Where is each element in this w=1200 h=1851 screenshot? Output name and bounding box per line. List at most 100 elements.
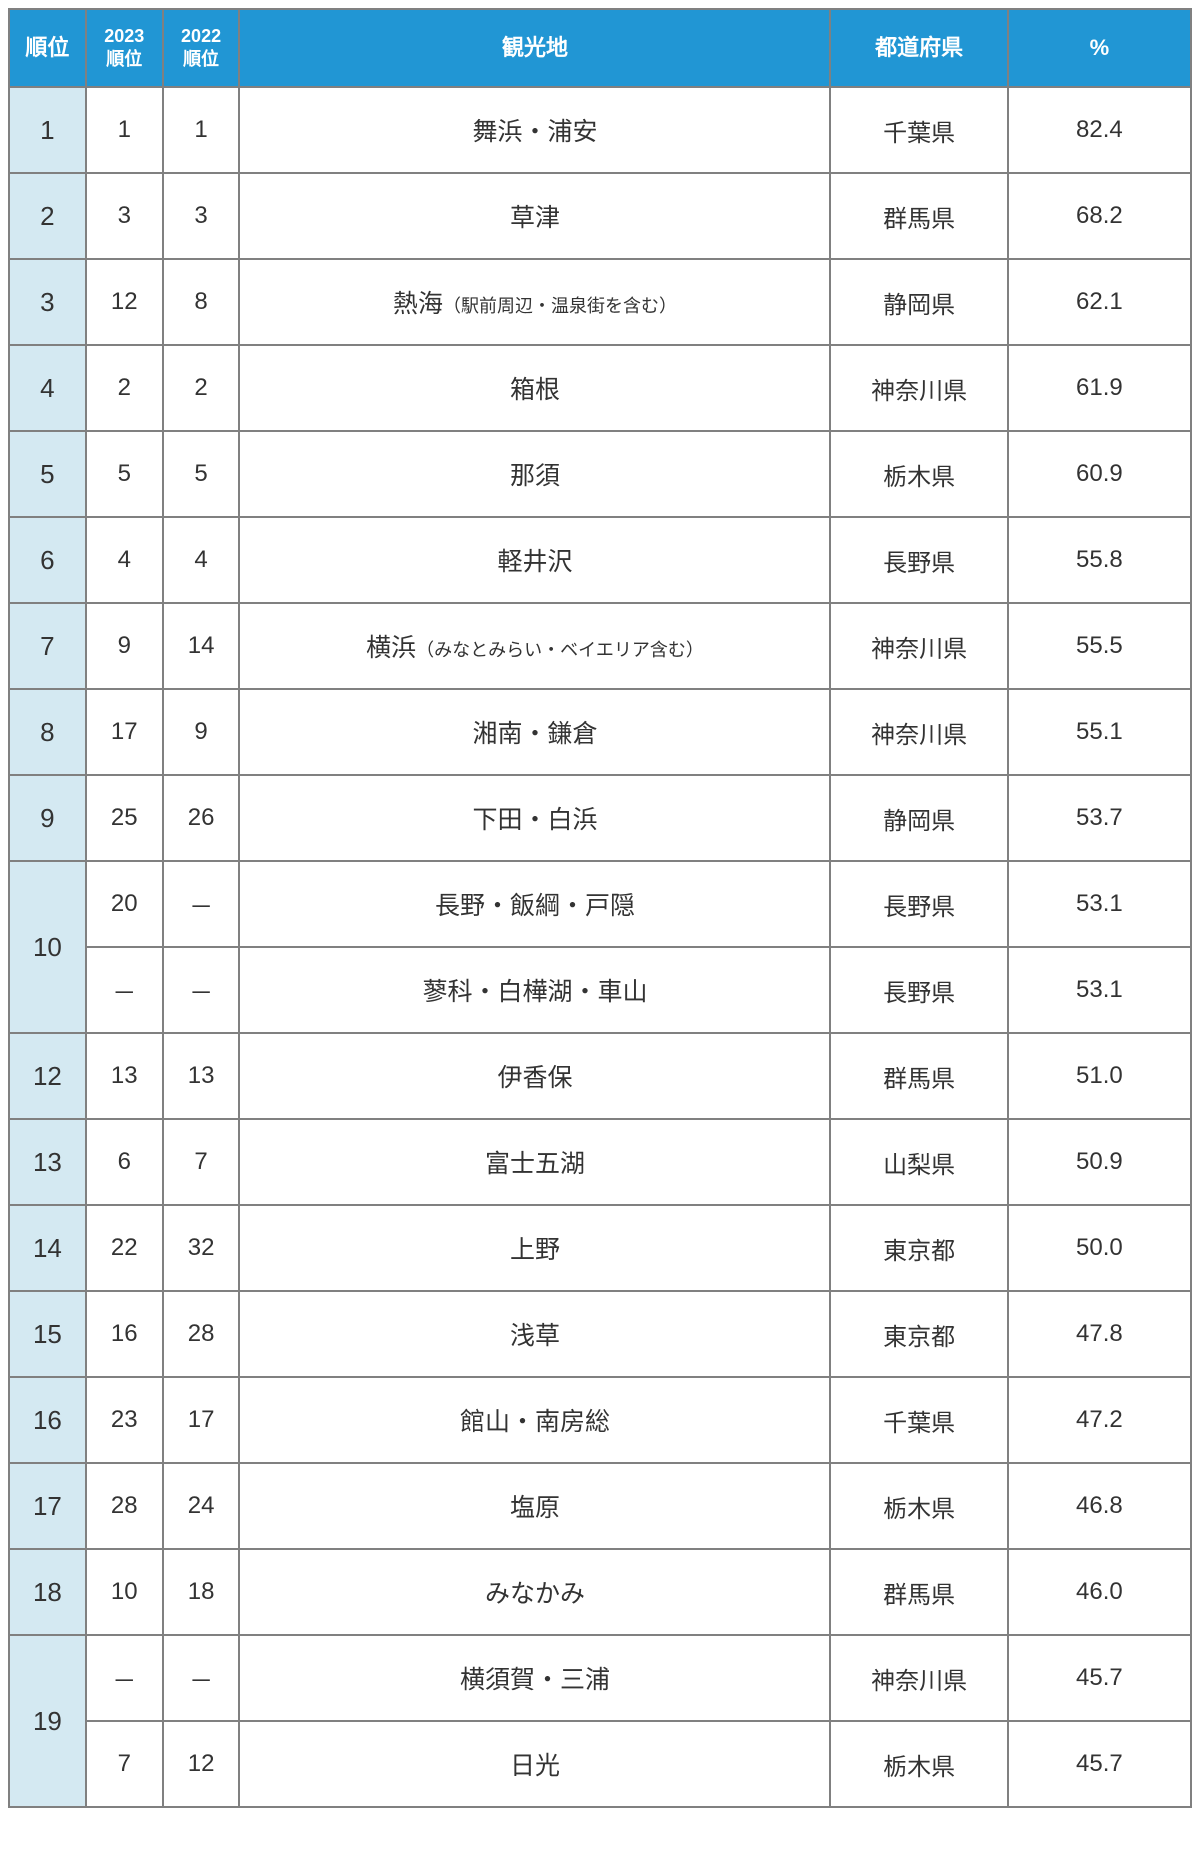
destination-main: 箱根 (510, 376, 560, 404)
destination-main: 軽井沢 (497, 548, 572, 576)
percent-cell: 61.9 (1008, 345, 1191, 431)
rank-2023-cell: 7 (86, 1721, 163, 1807)
table-row: 1367富士五湖山梨県50.9 (9, 1119, 1191, 1205)
ranking-table: 順位 2023順位 2022順位 観光地 都道府県 % 111舞浜・浦安千葉県8… (8, 8, 1192, 1808)
rank-cell: 4 (9, 345, 86, 431)
rank-2023-cell: 3 (86, 173, 163, 259)
rank-cell: 2 (9, 173, 86, 259)
prefecture-cell: 東京都 (830, 1291, 1007, 1377)
prefecture-cell: 群馬県 (830, 1033, 1007, 1119)
col-header-rank: 順位 (9, 9, 86, 87)
rank-2022-cell: 8 (163, 259, 240, 345)
rank-cell: 15 (9, 1291, 86, 1377)
percent-cell: 53.1 (1008, 861, 1191, 947)
rank-2023-cell: 20 (86, 861, 163, 947)
destination-cell: 横須賀・三浦 (239, 1635, 830, 1721)
percent-cell: 53.7 (1008, 775, 1191, 861)
destination-cell: 横浜（みなとみらい・ベイエリア含む） (239, 603, 830, 689)
table-row: 142232上野東京都50.0 (9, 1205, 1191, 1291)
destination-main: 草津 (510, 204, 560, 232)
destination-cell: 軽井沢 (239, 517, 830, 603)
table-body: 111舞浜・浦安千葉県82.4233草津群馬県68.23128熱海（駅前周辺・温… (9, 87, 1191, 1807)
rank-2023-cell: 4 (86, 517, 163, 603)
table-row: 172824塩原栃木県46.8 (9, 1463, 1191, 1549)
percent-cell: 55.1 (1008, 689, 1191, 775)
table-row: 1020－長野・飯綱・戸隠長野県53.1 (9, 861, 1191, 947)
destination-cell: 富士五湖 (239, 1119, 830, 1205)
rank-2023-cell: － (86, 1635, 163, 1721)
prefecture-cell: 群馬県 (830, 173, 1007, 259)
destination-main: 湘南・鎌倉 (472, 720, 597, 748)
prefecture-cell: 群馬県 (830, 1549, 1007, 1635)
rank-2022-cell: 26 (163, 775, 240, 861)
destination-cell: 草津 (239, 173, 830, 259)
rank-2022-cell: 17 (163, 1377, 240, 1463)
rank-cell: 10 (9, 861, 86, 1033)
destination-main: 館山・南房総 (460, 1408, 610, 1436)
percent-cell: 55.8 (1008, 517, 1191, 603)
rank-cell: 13 (9, 1119, 86, 1205)
table-row: 151628浅草東京都47.8 (9, 1291, 1191, 1377)
percent-cell: 50.0 (1008, 1205, 1191, 1291)
table-row: 181018みなかみ群馬県46.0 (9, 1549, 1191, 1635)
rank-cell: 9 (9, 775, 86, 861)
rank-cell: 14 (9, 1205, 86, 1291)
destination-main: 舞浜・浦安 (472, 118, 597, 146)
rank-2022-cell: － (163, 1635, 240, 1721)
rank-2023-cell: 13 (86, 1033, 163, 1119)
rank-2022-cell: 9 (163, 689, 240, 775)
rank-cell: 12 (9, 1033, 86, 1119)
rank-2022-cell: 7 (163, 1119, 240, 1205)
rank-2022-cell: － (163, 947, 240, 1033)
destination-main: 浅草 (510, 1322, 560, 1350)
prefecture-cell: 栃木県 (830, 431, 1007, 517)
percent-cell: 51.0 (1008, 1033, 1191, 1119)
col-header-2022: 2022順位 (163, 9, 240, 87)
destination-cell: 下田・白浜 (239, 775, 830, 861)
table-row: 162317館山・南房総千葉県47.2 (9, 1377, 1191, 1463)
destination-main: 日光 (510, 1752, 560, 1780)
destination-main: 横浜 (366, 634, 416, 662)
destination-cell: 塩原 (239, 1463, 830, 1549)
destination-cell: 日光 (239, 1721, 830, 1807)
rank-2023-cell: 9 (86, 603, 163, 689)
table-row: 19－－横須賀・三浦神奈川県45.7 (9, 1635, 1191, 1721)
table-row: 712日光栃木県45.7 (9, 1721, 1191, 1807)
rank-cell: 3 (9, 259, 86, 345)
table-row: 121313伊香保群馬県51.0 (9, 1033, 1191, 1119)
rank-2022-cell: 12 (163, 1721, 240, 1807)
table-row: 233 草津 群馬県68.2 (9, 173, 1191, 259)
rank-2022-cell: 32 (163, 1205, 240, 1291)
rank-2023-cell: 2 (86, 345, 163, 431)
percent-cell: 45.7 (1008, 1721, 1191, 1807)
table-row: 644軽井沢長野県55.8 (9, 517, 1191, 603)
table-row: 555那須栃木県60.9 (9, 431, 1191, 517)
rank-2022-cell: 3 (163, 173, 240, 259)
table-row: 92526下田・白浜静岡県53.7 (9, 775, 1191, 861)
col-header-percent: % (1008, 9, 1191, 87)
rank-2022-cell: 2 (163, 345, 240, 431)
rank-2023-cell: 25 (86, 775, 163, 861)
rank-2022-cell: 13 (163, 1033, 240, 1119)
rank-2023-cell: 23 (86, 1377, 163, 1463)
table-header: 順位 2023順位 2022順位 観光地 都道府県 % (9, 9, 1191, 87)
prefecture-cell: 東京都 (830, 1205, 1007, 1291)
destination-cell: 伊香保 (239, 1033, 830, 1119)
percent-cell: 62.1 (1008, 259, 1191, 345)
percent-cell: 68.2 (1008, 173, 1191, 259)
percent-cell: 60.9 (1008, 431, 1191, 517)
percent-cell: 46.8 (1008, 1463, 1191, 1549)
rank-2022-cell: － (163, 861, 240, 947)
destination-cell: 浅草 (239, 1291, 830, 1377)
destination-cell: 館山・南房総 (239, 1377, 830, 1463)
col-header-destination: 観光地 (239, 9, 830, 87)
destination-main: 塩原 (510, 1494, 560, 1522)
rank-2023-cell: 28 (86, 1463, 163, 1549)
destination-main: 横須賀・三浦 (460, 1666, 610, 1694)
destination-main: 熱海 (393, 290, 443, 318)
rank-cell: 17 (9, 1463, 86, 1549)
prefecture-cell: 栃木県 (830, 1463, 1007, 1549)
destination-sub: （みなとみらい・ベイエリア含む） (416, 640, 704, 660)
destination-cell: 上野 (239, 1205, 830, 1291)
rank-2022-cell: 14 (163, 603, 240, 689)
